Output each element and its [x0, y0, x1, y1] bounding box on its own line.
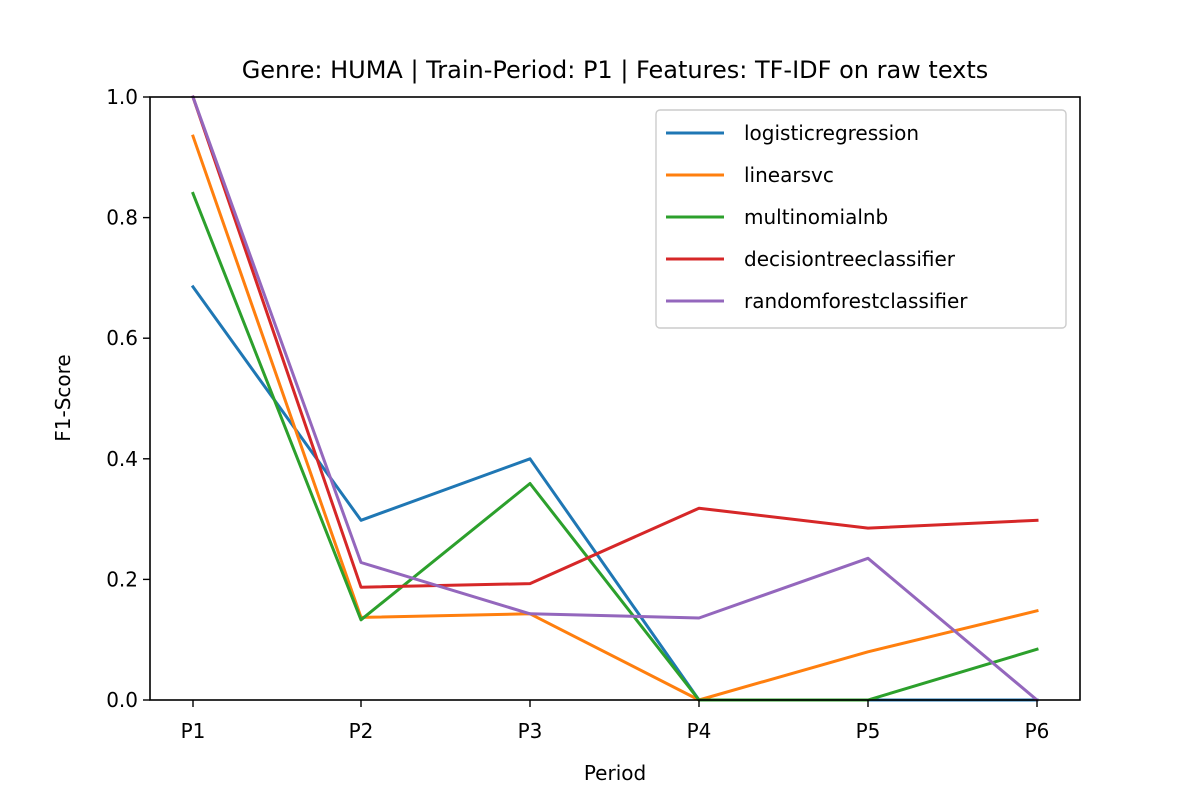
y-tick-label: 0.4: [106, 447, 138, 471]
x-tick-label: P3: [518, 719, 543, 743]
y-tick-label: 0.0: [106, 688, 138, 712]
legend-label: decisiontreeclassifier: [744, 247, 956, 271]
series-line-multinomialnb: [191, 191, 1039, 702]
series-line-linearsvc: [191, 134, 1039, 702]
series-line-decisiontreeclassifier: [191, 95, 1039, 589]
y-tick-label: 1.0: [106, 85, 138, 109]
x-axis-label: Period: [584, 761, 646, 785]
legend-box: [655, 109, 1067, 329]
x-tick-label: P4: [687, 719, 712, 743]
legend: logisticregression linearsvc multinomialnb…: [655, 109, 1067, 329]
x-tick-label: P2: [349, 719, 374, 743]
x-tick-label: P6: [1025, 719, 1050, 743]
series-line-randomforestclassifier: [191, 95, 1040, 703]
legend-label: randomforestclassifier: [744, 289, 968, 313]
x-axis-ticks: P1 P2 P3 P4 P5 P6: [181, 700, 1050, 743]
y-axis-label: F1-Score: [51, 354, 75, 441]
y-axis-ticks: 0.0 0.2 0.4 0.6 0.8 1.0: [106, 85, 150, 712]
chart-title: Genre: HUMA | Train-Period: P1 | Feature…: [242, 56, 989, 84]
y-tick-label: 0.8: [106, 206, 138, 230]
x-tick-label: P1: [181, 719, 206, 743]
legend-label: logisticregression: [744, 121, 919, 145]
plot-frame: [149, 96, 1081, 701]
legend-label: multinomialnb: [744, 205, 888, 229]
y-tick-label: 0.6: [106, 326, 138, 350]
legend-label: linearsvc: [744, 163, 834, 187]
y-tick-label: 0.2: [106, 567, 138, 591]
x-tick-label: P5: [856, 719, 881, 743]
